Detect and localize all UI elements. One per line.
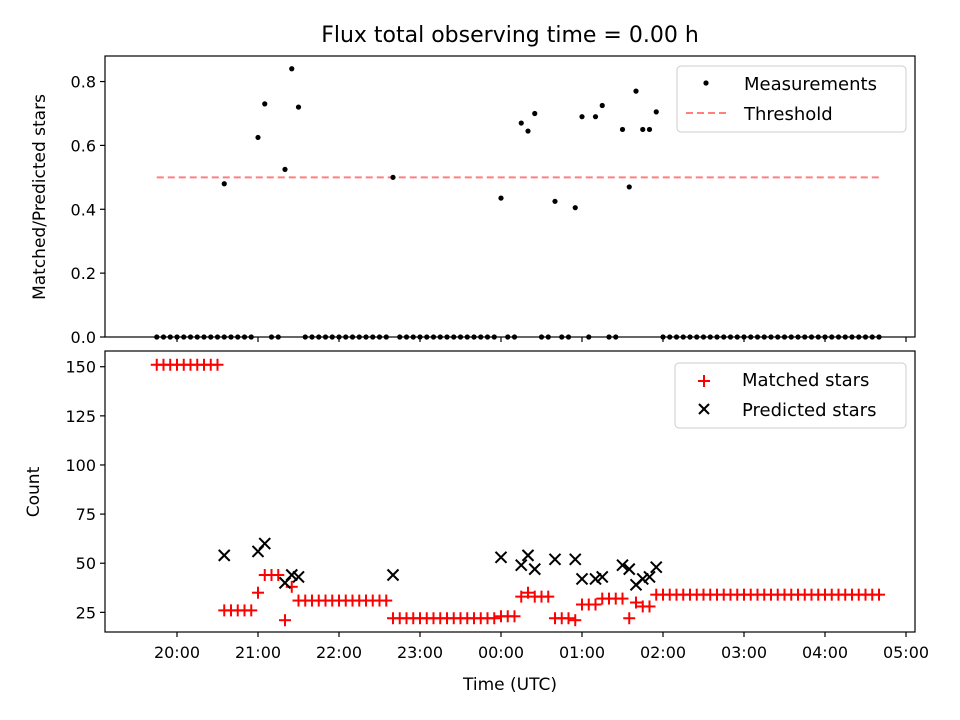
x-tick-label: 23:00 xyxy=(397,643,443,662)
bottom-y-tick-label: 75 xyxy=(76,505,96,524)
matched-star-point xyxy=(569,614,582,627)
matched-star-point xyxy=(522,586,534,599)
matched-star-point xyxy=(623,612,636,625)
chart-title: Flux total observing time = 0.00 h xyxy=(321,23,699,48)
predicted-star-point xyxy=(386,568,400,582)
measurement-point xyxy=(592,114,599,120)
x-axis-label: Time (UTC) xyxy=(462,675,557,695)
measurement-point xyxy=(295,104,302,110)
predicted-star-point xyxy=(569,553,582,566)
predicted-star-point xyxy=(515,558,528,572)
top-y-axis-label: Matched/Predicted stars xyxy=(30,94,50,300)
measurement-point xyxy=(390,174,396,180)
predicted-star-point xyxy=(258,537,271,550)
predicted-star-point xyxy=(521,549,535,562)
matched-star-point xyxy=(211,358,224,371)
predicted-star-point xyxy=(494,551,508,564)
predicted-star-point xyxy=(616,558,629,572)
predicted-star-point xyxy=(643,570,656,584)
x-tick-label: 04:00 xyxy=(802,643,848,662)
predicted-star-point xyxy=(623,562,636,576)
bottom-plot-frame xyxy=(104,350,916,633)
measurement-point xyxy=(532,110,538,117)
measurement-point xyxy=(579,114,585,120)
predicted-star-point xyxy=(218,549,231,562)
top-legend-frame xyxy=(676,65,907,133)
x-tick-label: 03:00 xyxy=(721,643,767,662)
top-y-tick-label: 0.8 xyxy=(71,73,96,92)
measurement-point xyxy=(633,88,639,94)
matched-star-point xyxy=(630,596,642,609)
bottom-y-tick-label: 50 xyxy=(76,554,96,573)
x-tick-label: 21:00 xyxy=(235,643,281,662)
matched-star-point xyxy=(279,614,291,627)
matched-star-point xyxy=(562,612,575,625)
measurement-point xyxy=(282,166,288,172)
matched-star-point xyxy=(643,600,656,613)
x-tick-label: 01:00 xyxy=(559,643,605,662)
legend-matched-marker xyxy=(698,375,710,387)
predicted-star-point xyxy=(528,562,541,576)
bottom-y-tick-label: 100 xyxy=(65,456,96,475)
measurement-point xyxy=(619,126,626,133)
bottom-y-tick-label: 125 xyxy=(65,407,96,426)
measurement-point xyxy=(572,205,578,211)
matched-star-point xyxy=(589,598,602,611)
legend-predicted-label: Predicted stars xyxy=(742,400,876,421)
legend-matched-label: Matched stars xyxy=(742,370,869,391)
x-tick-label: 22:00 xyxy=(316,643,362,662)
measurement-point xyxy=(599,102,605,109)
matched-star-point xyxy=(542,590,555,603)
predicted-star-point xyxy=(575,572,589,586)
matched-star-point xyxy=(488,612,501,625)
x-tick-label: 02:00 xyxy=(640,643,686,662)
bottom-y-tick-label: 25 xyxy=(76,603,96,622)
matched-star-point xyxy=(515,590,528,603)
measurement-point xyxy=(640,126,646,133)
matched-star-point xyxy=(873,588,885,601)
measurement-point xyxy=(255,134,261,141)
predicted-star-point xyxy=(548,553,562,566)
top-y-tick-label: 0.6 xyxy=(71,136,96,155)
bottom-y-axis-label: Count xyxy=(24,466,44,517)
top-y-tick-label: 0.2 xyxy=(71,264,96,283)
matched-star-point xyxy=(616,592,629,605)
top-legend: Measurements Threshold xyxy=(676,65,907,133)
matched-star-point xyxy=(508,610,521,623)
measurement-point xyxy=(552,198,558,204)
measurement-point xyxy=(289,66,295,72)
top-y-tick-label: 0.0 xyxy=(71,328,96,347)
measurement-point xyxy=(498,195,504,201)
predicted-star-point xyxy=(596,570,609,584)
predicted-star-point xyxy=(292,570,305,584)
measurement-point xyxy=(262,101,268,107)
measurement-point xyxy=(221,181,227,187)
matched-star-point xyxy=(245,604,258,617)
x-tick-label: 00:00 xyxy=(478,643,524,662)
x-tick-label: 20:00 xyxy=(154,643,200,662)
legend-predicted-marker xyxy=(698,403,710,415)
matched-star-point xyxy=(272,569,285,582)
bottom-y-tick-label: 150 xyxy=(65,358,96,377)
top-plot-frame xyxy=(104,55,916,338)
x-tick-label: 05:00 xyxy=(883,643,929,662)
matched-star-point xyxy=(252,586,264,599)
measurement-point xyxy=(518,120,524,126)
measurement-point xyxy=(626,184,632,190)
bottom-legend-frame xyxy=(674,362,907,429)
legend-threshold-label: Threshold xyxy=(743,104,833,125)
legend-measurements-label: Measurements xyxy=(744,74,877,95)
measurement-point xyxy=(653,109,659,115)
predicted-star-point xyxy=(650,560,663,574)
top-y-tick-label: 0.4 xyxy=(71,200,96,219)
matched-star-point xyxy=(380,594,393,607)
measurement-point xyxy=(646,126,653,133)
measurement-point xyxy=(525,128,531,134)
legend-measurements-marker xyxy=(703,80,709,86)
bottom-legend: Matched stars Predicted stars xyxy=(674,362,907,429)
